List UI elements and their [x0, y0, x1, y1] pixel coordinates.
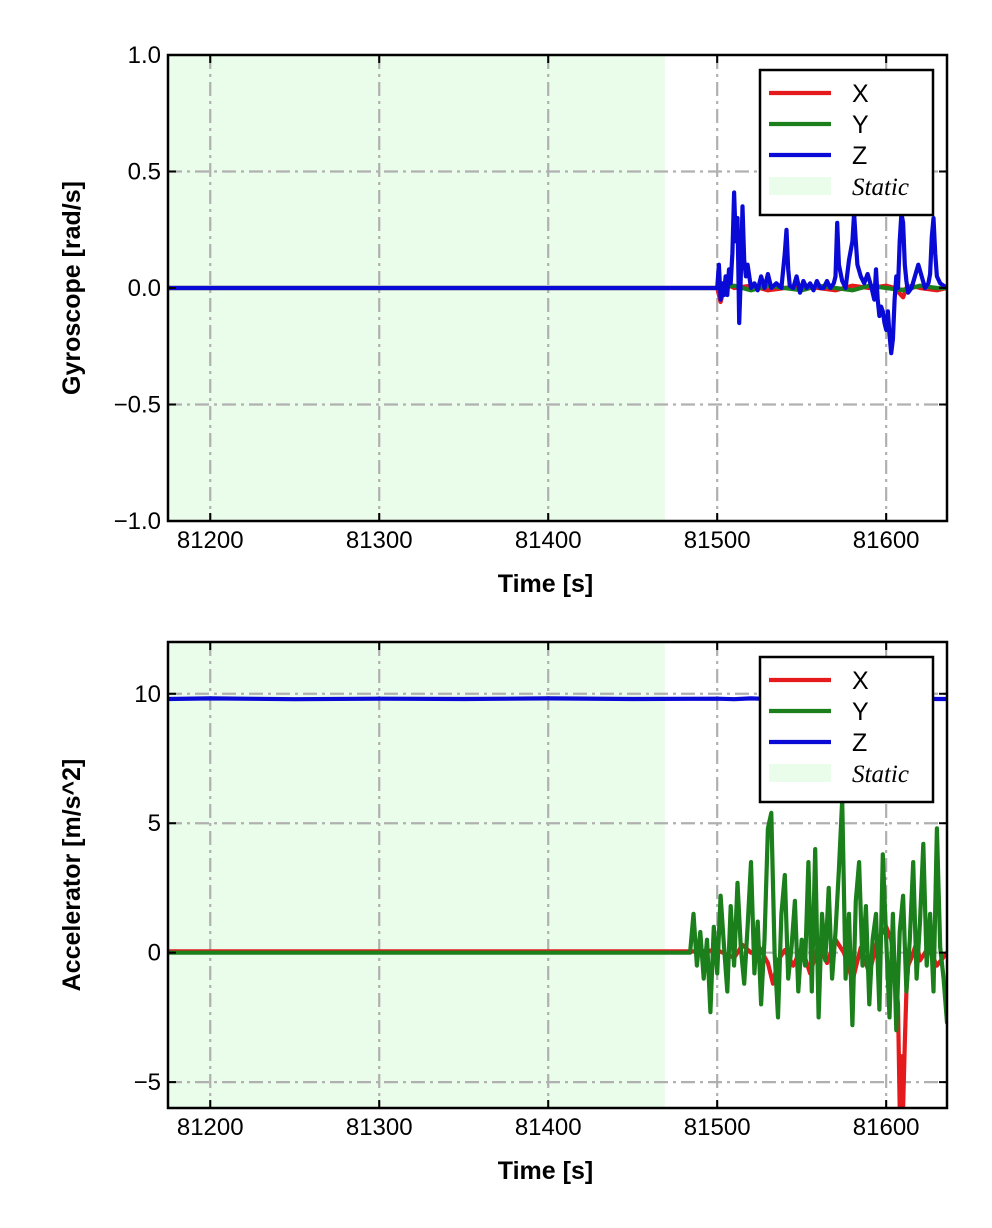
- series-line-y: [168, 797, 947, 1033]
- x-tick-label: 81500: [684, 1114, 751, 1141]
- y-tick-label: 10: [134, 681, 161, 708]
- x-tick-label: 81200: [177, 527, 244, 554]
- x-tick-label: 81300: [346, 1114, 413, 1141]
- legend-label-static: Static: [852, 174, 909, 201]
- x-tick-label: 81300: [346, 527, 413, 554]
- x-tick-label: 81600: [853, 527, 920, 554]
- x-tick-label: 81400: [515, 527, 582, 554]
- legend-swatch-static: [769, 764, 831, 782]
- x-tick-label: 81600: [853, 1114, 920, 1141]
- axes-frame: [166, 640, 949, 1110]
- x-tick-label: 81400: [515, 1114, 582, 1141]
- legend-label-static: Static: [852, 761, 909, 788]
- legend-label-x: X: [852, 667, 869, 695]
- x-tick-label: 81500: [684, 527, 751, 554]
- y-tick-label: 0.5: [128, 159, 161, 186]
- series-line-z: [168, 190, 947, 356]
- x-axis-label: Time [s]: [498, 1157, 593, 1185]
- legend-swatch-static: [769, 177, 831, 195]
- legend: XYZ Static: [758, 68, 935, 217]
- y-tick-label: −5: [134, 1069, 161, 1096]
- static-region: [168, 642, 665, 1108]
- y-tick-label: 0.0: [128, 275, 161, 302]
- y-tick-label: −1.0: [114, 508, 161, 535]
- legend: XYZ Static: [758, 655, 935, 804]
- x-tick-label: 81200: [177, 1114, 244, 1141]
- accelerometer-panel: 81200 81300 81400 81500 81600 −5 0 5 10 Time [s] A…: [58, 640, 949, 1185]
- legend-label-z: Z: [852, 729, 867, 757]
- y-axis-label: Gyroscope [rad/s]: [58, 181, 86, 395]
- legend-label-y: Y: [852, 111, 869, 139]
- y-tick-label: −0.5: [114, 392, 161, 419]
- y-tick-label: 1.0: [128, 42, 161, 69]
- x-axis-label: Time [s]: [498, 570, 593, 598]
- y-tick-label: 5: [148, 810, 161, 837]
- legend-label-x: X: [852, 80, 869, 108]
- legend-label-y: Y: [852, 698, 869, 726]
- y-tick-label: 0: [148, 940, 161, 967]
- legend-label-z: Z: [852, 142, 867, 170]
- y-axis-label: Accelerator [m/s^2]: [58, 759, 86, 992]
- gyroscope-panel: 81200 81300 81400 81500 81600 −1.0 −0.5 0.0 0.5 1…: [58, 42, 949, 598]
